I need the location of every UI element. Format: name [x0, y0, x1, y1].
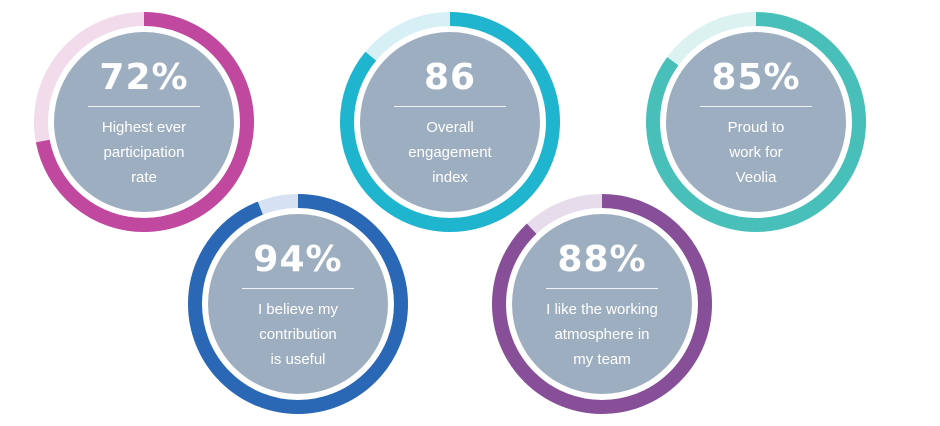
gauge-participation-value: 72% — [99, 57, 189, 98]
gauge-participation-label-line-1: Highest ever — [101, 119, 187, 136]
atmosphere-inner-disk — [512, 214, 692, 394]
gauge-contribution-center: 94% I believe my contribution is useful — [186, 192, 410, 416]
gauge-atmosphere-center: 88% I like the working atmosphere in my … — [490, 192, 714, 416]
gauge-divider — [546, 288, 658, 289]
contribution-ring-value-arc — [188, 194, 408, 414]
gauge-divider — [88, 106, 200, 107]
gauge-proud-ring — [646, 12, 866, 232]
gauge-atmosphere-label-line-1: I like the working — [546, 301, 658, 318]
gauge-engagement-label-line-1: Overall — [426, 119, 474, 136]
gauge-divider — [394, 106, 506, 107]
participation-inner-disk — [54, 32, 234, 212]
gauge-engagement-label-line-3: index — [432, 169, 468, 186]
gauge-engagement-value: 86 — [423, 57, 477, 98]
gauge-atmosphere: 88% I like the working atmosphere in my … — [490, 192, 714, 416]
atmosphere-ring-value-arc — [492, 194, 712, 414]
gauge-divider — [700, 106, 812, 107]
contribution-inner-disk — [208, 214, 388, 394]
gauge-participation-ring — [34, 12, 254, 232]
gauge-contribution-label-line-1: I believe my — [257, 301, 339, 318]
gauge-proud-label-line-3: Veolia — [735, 169, 777, 186]
gauge-proud-value: 85% — [711, 57, 801, 98]
participation-ring-value-arc — [34, 12, 254, 232]
gauge-contribution-label-line-2: contribution — [259, 326, 337, 343]
proud-inner-disk — [666, 32, 846, 212]
gauge-atmosphere-value: 88% — [557, 239, 647, 280]
gauge-atmosphere-label-line-3: my team — [573, 351, 631, 368]
gauge-proud-label-line-1: Proud to — [727, 119, 785, 136]
gauge-proud: 85% Proud to work for Veolia — [644, 10, 868, 234]
gauge-participation-label-line-3: rate — [131, 169, 157, 186]
proud-ring-value-arc — [646, 12, 866, 232]
gauge-engagement: 86 Overall engagement index — [338, 10, 562, 234]
gauge-engagement-center: 86 Overall engagement index — [338, 10, 562, 234]
gauge-atmosphere-ring — [492, 194, 712, 414]
gauge-proud-center: 85% Proud to work for Veolia — [644, 10, 868, 234]
gauge-participation: 72% Highest ever participation rate — [32, 10, 256, 234]
gauge-engagement-label-line-2: engagement — [408, 144, 492, 161]
gauge-atmosphere-label-line-2: atmosphere in — [554, 326, 650, 343]
gauge-divider — [242, 288, 354, 289]
gauge-contribution: 94% I believe my contribution is useful — [186, 192, 410, 416]
gauge-engagement-ring — [340, 12, 560, 232]
gauge-contribution-ring — [188, 194, 408, 414]
gauge-participation-center: 72% Highest ever participation rate — [32, 10, 256, 234]
gauge-contribution-label-line-3: is useful — [270, 351, 326, 368]
gauge-proud-label-line-2: work for — [729, 144, 783, 161]
engagement-ring-value-arc — [340, 12, 560, 232]
gauge-participation-label-line-2: participation — [103, 144, 185, 161]
gauge-contribution-value: 94% — [253, 239, 343, 280]
engagement-inner-disk — [360, 32, 540, 212]
